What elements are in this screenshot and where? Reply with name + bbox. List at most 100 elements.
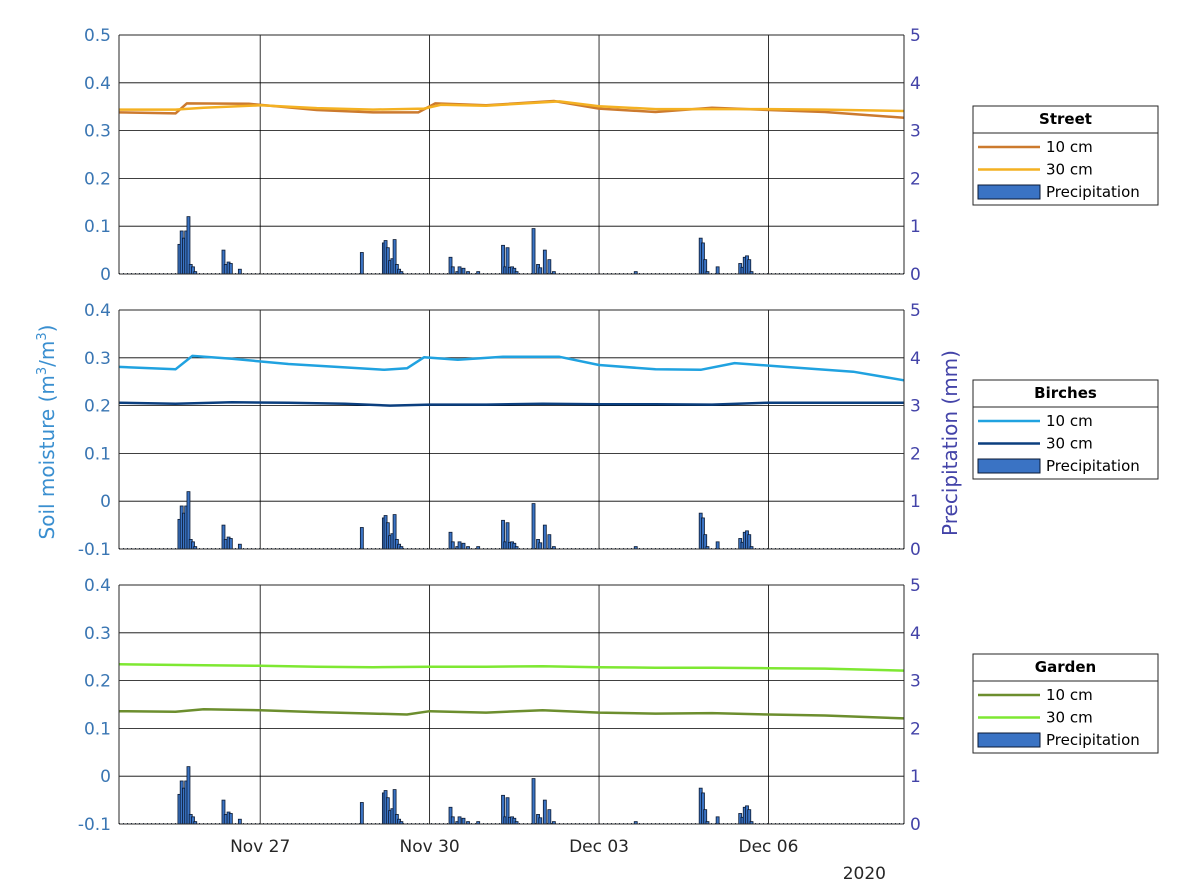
y-tick-label-right: 3 <box>910 672 921 692</box>
y-tick-label-left: 0 <box>100 265 111 285</box>
precipitation-bar <box>450 541 455 550</box>
series-line-30-cm <box>118 663 905 672</box>
y-tick-label-left: 0.2 <box>84 672 111 692</box>
precipitation-bar <box>359 527 364 550</box>
series-line-10-cm <box>118 708 905 720</box>
y-tick-label-right: 4 <box>910 74 921 94</box>
precipitation-bar <box>531 503 536 550</box>
precipitation-bar <box>359 802 364 825</box>
y-tick-label-right: 1 <box>910 217 921 237</box>
precipitation-bar <box>461 542 466 550</box>
precipitation-bar <box>542 524 547 550</box>
y-tick-label-right: 0 <box>910 540 921 560</box>
legend-entry-label: 10 cm <box>1046 686 1093 704</box>
y-tick-label-left: 0.2 <box>84 169 111 189</box>
y-tick-label-left: 0.3 <box>84 624 111 644</box>
precipitation-bar <box>450 266 455 275</box>
x-axis-year-label: 2020 <box>843 864 886 884</box>
legend-entry-label: Precipitation <box>1046 457 1140 475</box>
precipitation-bar <box>461 817 466 825</box>
precipitation-bar <box>228 263 233 275</box>
legend-title: Garden <box>1035 658 1096 676</box>
panel-street: 0 0.1 0.2 0.3 0.4 0.5 0 1 2 3 4 5 <box>84 26 921 285</box>
precipitation-bar <box>542 799 547 825</box>
y-tick-label-left: 0.1 <box>84 719 111 739</box>
precipitation-bar <box>461 267 466 275</box>
precipitation-bar <box>531 778 536 825</box>
y-tick-label-left: 0.1 <box>84 444 111 464</box>
y-tick-label-right: 1 <box>910 492 921 512</box>
precipitation-bar <box>715 541 720 550</box>
panel-birches: -0.1 0 0.1 0.2 0.3 0.4 0 1 2 3 4 5 <box>78 301 921 560</box>
y-tick-label-right: 5 <box>910 26 921 46</box>
panel-garden: -0.1 0 0.1 0.2 0.3 0.4 0 1 2 3 4 5 <box>78 576 921 835</box>
plot-area-garden <box>119 585 904 824</box>
legend-entry-label: Precipitation <box>1046 183 1140 201</box>
precipitation-bar <box>457 266 462 275</box>
legend-title: Birches <box>1034 384 1097 402</box>
legend-swatch-bar <box>977 732 1041 748</box>
legend-birches: Birches 10 cm 30 cm Precipitation <box>972 379 1159 480</box>
plot-area-street <box>119 35 904 274</box>
y-tick-label-left: 0.1 <box>84 217 111 237</box>
x-tick-label: Nov 30 <box>400 837 460 857</box>
y-tick-label-right: 4 <box>910 624 921 644</box>
precipitation-bar <box>538 817 543 825</box>
y-tick-label-right: 5 <box>910 576 921 596</box>
precipitation-bar <box>457 816 462 825</box>
y-tick-label-right: 5 <box>910 301 921 321</box>
y-tick-label-left: 0.3 <box>84 122 111 142</box>
plot-area-birches <box>119 310 904 549</box>
legend-swatch-bar <box>977 184 1041 200</box>
legend-entry-label: 30 cm <box>1046 435 1093 453</box>
y-tick-label-right: 1 <box>910 767 921 787</box>
x-axis: Nov 27 Nov 30 Dec 03 Dec 06 <box>230 837 798 857</box>
y-tick-label-right: 2 <box>910 169 921 189</box>
y-tick-label-right: 3 <box>910 397 921 417</box>
y-tick-label-left: 0.4 <box>84 576 111 596</box>
series-line-30-cm <box>118 401 904 407</box>
precipitation-bar <box>547 534 552 550</box>
precipitation-bar <box>531 228 536 275</box>
precipitation-bar <box>542 249 547 275</box>
series-line-30-cm <box>119 100 905 113</box>
x-tick-label: Dec 06 <box>738 837 798 857</box>
precipitation-bar <box>359 252 364 275</box>
y-tick-label-left: 0.4 <box>84 301 111 321</box>
y-tick-label-right: 0 <box>910 265 921 285</box>
precipitation-bar <box>547 809 552 825</box>
y-tick-label-right: 0 <box>910 815 921 835</box>
legend-entry-label: 30 cm <box>1046 161 1093 179</box>
series-line-10-cm <box>118 354 905 382</box>
y-axis-label-right: Precipitation (mm) <box>938 350 962 536</box>
y-tick-label-left: 0.5 <box>84 26 111 46</box>
precipitation-bar <box>237 818 242 825</box>
y-tick-label-left: -0.1 <box>78 815 111 835</box>
legend-street: Street 10 cm 30 cm Precipitation <box>972 105 1159 206</box>
y-tick-label-left: 0 <box>100 767 111 787</box>
legend-title: Street <box>1039 110 1092 128</box>
legend-garden: Garden 10 cm 30 cm Precipitation <box>972 653 1159 754</box>
x-tick-label: Dec 03 <box>569 837 629 857</box>
precipitation-bar <box>450 816 455 825</box>
precipitation-bar <box>457 541 462 550</box>
panels-layer: 0 0.1 0.2 0.3 0.4 0.5 0 1 2 3 4 5 -0.1 0 0.1 0.2 0.3 0.4 0… <box>78 26 921 835</box>
y-tick-label-left: 0.3 <box>84 349 111 369</box>
legend-entry-label: 30 cm <box>1046 709 1093 727</box>
legend-entry-label: 10 cm <box>1046 412 1093 430</box>
precipitation-bar <box>538 267 543 275</box>
y-tick-label-left: 0.4 <box>84 74 111 94</box>
precipitation-bar <box>228 538 233 550</box>
legend-swatch-bar <box>977 458 1041 474</box>
precipitation-bar <box>538 542 543 550</box>
y-tick-label-left: 0 <box>100 492 111 512</box>
precipitation-bar <box>237 543 242 550</box>
precipitation-bar <box>228 813 233 825</box>
y-tick-label-right: 2 <box>910 719 921 739</box>
legends-layer: Street 10 cm 30 cm Precipitation Birches 10 c… <box>972 105 1159 754</box>
y-axis-label-left: Soil moisture (m3/m3) <box>35 325 59 540</box>
precipitation-bar <box>715 266 720 275</box>
precipitation-bar <box>547 259 552 275</box>
y-tick-label-left: -0.1 <box>78 540 111 560</box>
